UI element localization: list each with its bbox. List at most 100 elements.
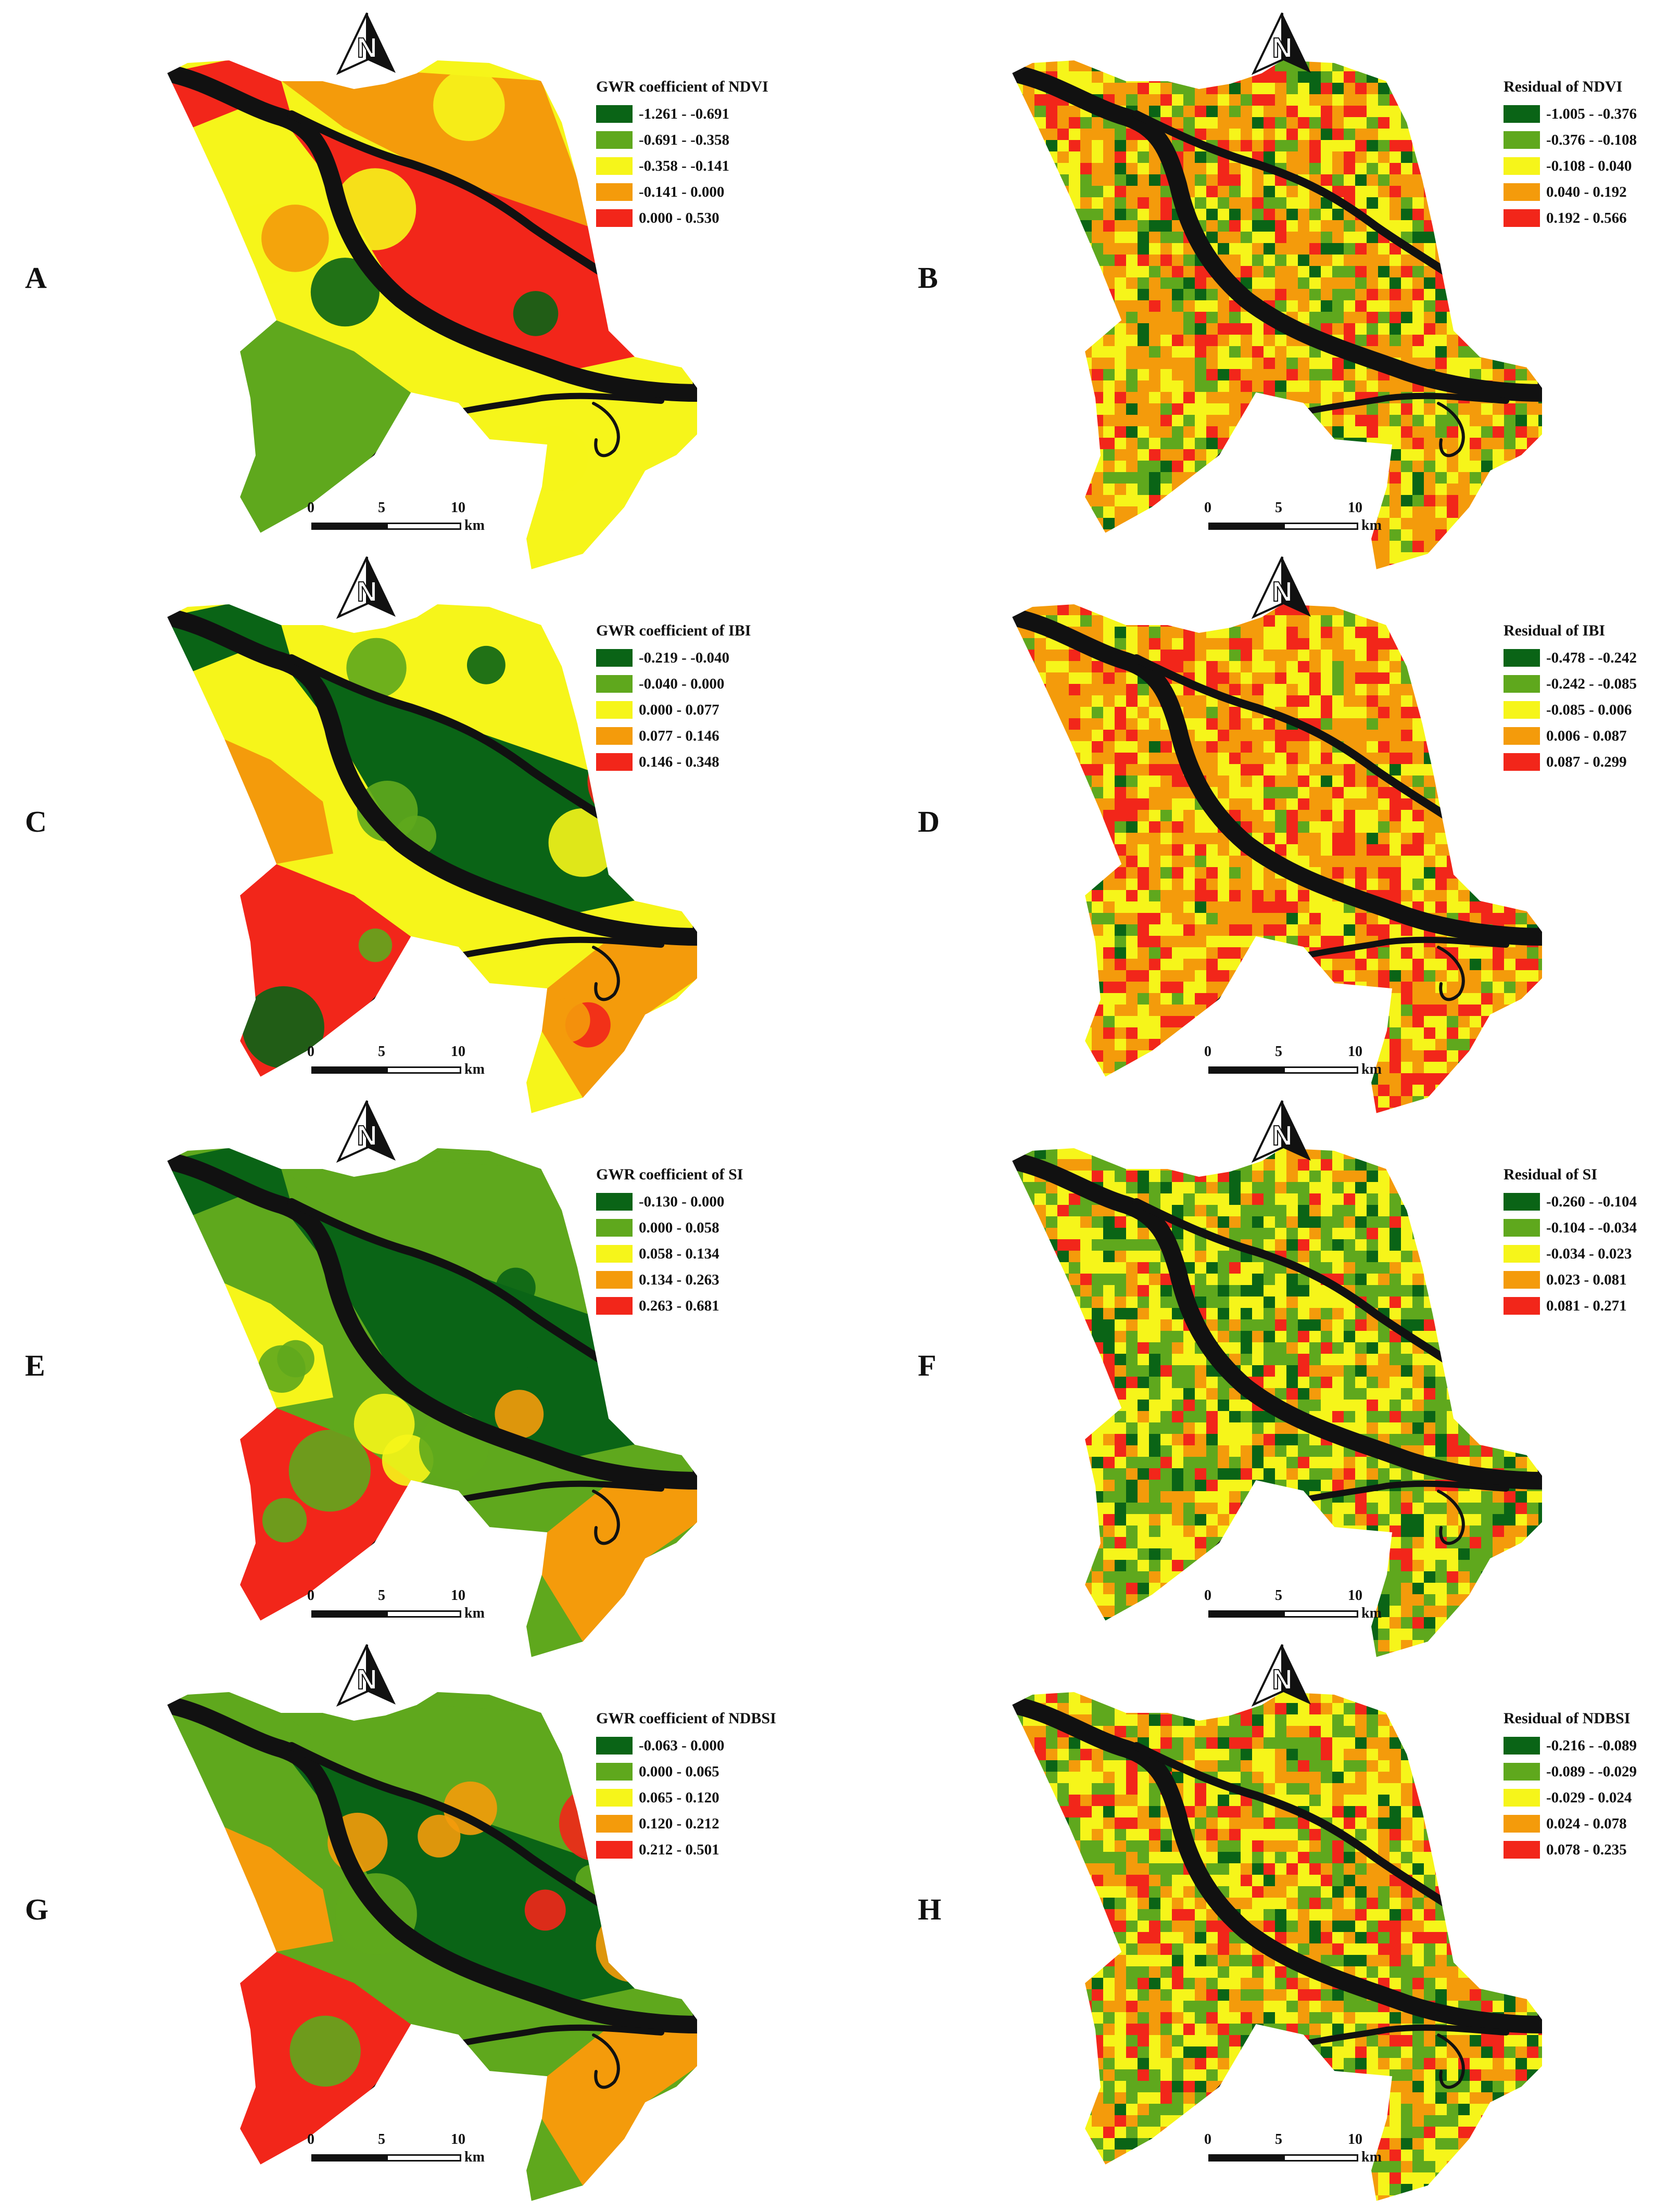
legend-label: -0.260 - -0.104	[1546, 1193, 1637, 1211]
legend-swatch	[596, 157, 633, 175]
scale-unit: km	[464, 2149, 485, 2166]
scale-tick-label: 0	[307, 1044, 314, 1060]
class-zone	[261, 205, 329, 272]
legend-row: -0.242 - -0.085	[1504, 671, 1637, 697]
north-arrow-icon: N	[1251, 554, 1313, 622]
legend-label: 0.263 - 0.681	[639, 1298, 719, 1315]
legend-label: -0.219 - -0.040	[639, 650, 729, 667]
legend: Residual of SI-0.260 - -0.104-0.104 - -0…	[1504, 1166, 1637, 1319]
legend-title: GWR coefficient of IBI	[596, 622, 751, 640]
legend-label: -0.478 - -0.242	[1546, 650, 1637, 667]
legend-label: 0.058 - 0.134	[639, 1245, 719, 1263]
class-zone	[258, 1345, 305, 1393]
legend-swatch	[1504, 753, 1540, 771]
legend-label: 0.000 - 0.530	[639, 210, 719, 227]
class-zone	[525, 1889, 566, 1930]
legend-swatch	[596, 649, 633, 667]
legend-label: -0.242 - -0.085	[1546, 676, 1637, 693]
legend-row: -0.085 - 0.006	[1504, 697, 1637, 723]
legend-swatch	[1504, 105, 1540, 123]
scale-segment	[1283, 1610, 1358, 1618]
class-zone	[522, 426, 588, 492]
legend-row: -0.029 - 0.024	[1504, 1785, 1637, 1811]
north-arrow-icon: N	[1251, 1098, 1313, 1166]
legend-swatch	[596, 1193, 633, 1211]
legend-label: -0.358 - -0.141	[639, 158, 729, 175]
legend-swatch	[1504, 727, 1540, 745]
scale-segment	[1208, 1610, 1283, 1618]
legend-label: -1.261 - -0.691	[639, 106, 729, 123]
legend-row: 0.081 - 0.271	[1504, 1293, 1637, 1319]
legend-swatch	[596, 1219, 633, 1237]
legend-label: -0.216 - -0.089	[1546, 1737, 1637, 1755]
north-label: N	[1272, 1664, 1293, 1695]
legend-swatch	[596, 675, 633, 693]
scale-segment	[386, 1610, 461, 1618]
legend-row: -0.691 - -0.358	[596, 127, 768, 153]
legend-swatch	[1504, 1245, 1540, 1263]
legend-row: -0.040 - 0.000	[596, 671, 751, 697]
legend-row: 0.000 - 0.077	[596, 697, 751, 723]
legend-swatch	[1504, 1841, 1540, 1859]
legend-label: 0.024 - 0.078	[1546, 1815, 1627, 1833]
scale-tick-label: 10	[1348, 1587, 1362, 1604]
legend-swatch	[1504, 209, 1540, 227]
class-zone	[289, 2016, 360, 2087]
legend-swatch	[596, 183, 633, 201]
scale-unit: km	[464, 1061, 485, 1078]
legend-label: 0.134 - 0.263	[639, 1272, 719, 1289]
scale-segment	[1283, 2154, 1358, 2162]
legend-title: GWR coefficient of SI	[596, 1166, 743, 1184]
scale-tick-label: 5	[378, 1044, 385, 1060]
north-label: N	[357, 1664, 377, 1695]
legend-label: -0.691 - -0.358	[639, 132, 729, 149]
class-zone	[596, 1909, 670, 1982]
legend-swatch	[1504, 157, 1540, 175]
north-arrow-icon: N	[1251, 10, 1313, 78]
north-arrow-icon: N	[336, 554, 398, 622]
scale-tick-label: 10	[451, 500, 465, 516]
class-zone	[467, 646, 506, 684]
north-label: N	[357, 1120, 377, 1151]
scale-tick-label: 5	[1275, 1587, 1282, 1604]
scale-tick-label: 0	[307, 500, 314, 516]
legend-title: Residual of IBI	[1504, 622, 1637, 640]
panel-letter: G	[25, 1892, 48, 1927]
scale-unit: km	[464, 1605, 485, 1622]
scale-segment	[386, 1066, 461, 1074]
legend-row: -0.260 - -0.104	[1504, 1189, 1637, 1215]
legend-swatch	[1504, 649, 1540, 667]
legend-label: 0.000 - 0.058	[639, 1219, 719, 1237]
legend-swatch	[596, 1789, 633, 1807]
north-label: N	[1272, 32, 1293, 63]
legend-swatch	[1504, 1193, 1540, 1211]
legend-row: -0.219 - -0.040	[596, 645, 751, 671]
panel-letter: E	[25, 1348, 45, 1383]
legend-label: 0.087 - 0.299	[1546, 754, 1627, 771]
scale-tick-label: 10	[1348, 500, 1362, 516]
legend-label: 0.000 - 0.065	[639, 1763, 719, 1781]
legend-swatch	[596, 1763, 633, 1781]
north-arrow-icon: N	[1251, 1642, 1313, 1710]
scale-segment	[1208, 523, 1283, 530]
legend-label: 0.065 - 0.120	[639, 1789, 719, 1807]
legend-swatch	[1504, 1219, 1540, 1237]
legend-label: 0.000 - 0.077	[639, 702, 719, 719]
scale-tick-label: 5	[1275, 1044, 1282, 1060]
legend-row: 0.024 - 0.078	[1504, 1811, 1637, 1837]
scale-segment	[1208, 1066, 1283, 1074]
north-label: N	[1272, 576, 1293, 607]
legend-swatch	[1504, 1763, 1540, 1781]
panel-letter: C	[25, 804, 47, 839]
scale-segment	[1283, 523, 1358, 530]
legend-row: -0.104 - -0.034	[1504, 1215, 1637, 1241]
